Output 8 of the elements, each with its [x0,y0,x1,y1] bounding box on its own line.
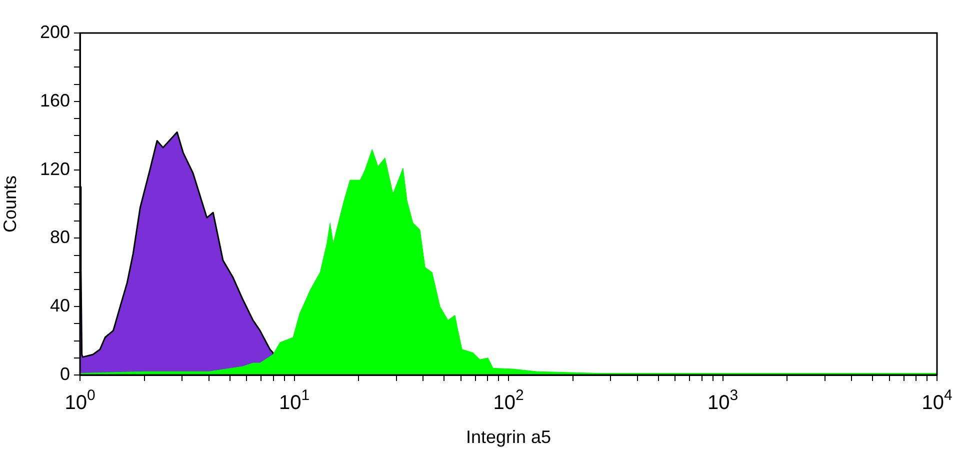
y-tick-label: 80 [50,227,70,248]
y-tick-label: 0 [60,364,70,384]
y-tick-label: 200 [40,22,70,42]
y-axis-title: Counts [0,175,20,233]
x-axis-title: Integrin a5 [466,427,552,448]
y-tick-label: 40 [50,296,70,316]
y-tick-label: 120 [40,158,70,179]
y-tick-label: 160 [40,90,70,110]
